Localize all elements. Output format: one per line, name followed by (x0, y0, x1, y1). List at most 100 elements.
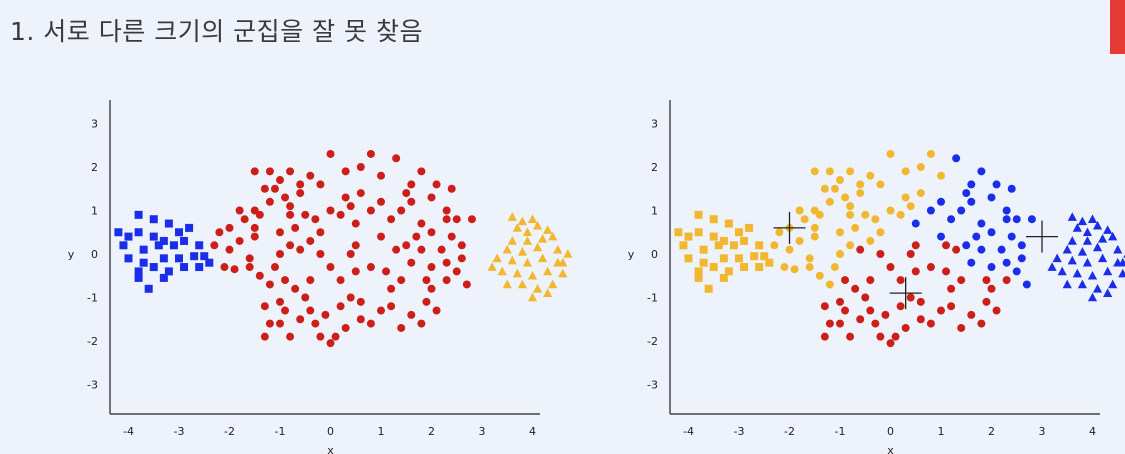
red-circle-point (296, 245, 305, 254)
yellow-triangle-point (497, 266, 507, 276)
red-circle-point (235, 206, 244, 215)
yellow-circle-point (937, 171, 945, 180)
x-tick-label: 4 (1089, 425, 1096, 438)
red-circle-point (947, 302, 956, 311)
y-tick-label: -1 (87, 292, 98, 305)
y-tick-label: -1 (647, 292, 658, 305)
x-tick-label: 0 (887, 425, 894, 438)
red-circle-point (407, 258, 416, 267)
yellow-circle-point (810, 232, 819, 241)
red-circle-point (901, 323, 910, 332)
red-circle-point (820, 302, 829, 311)
yellow-circle-point (836, 176, 844, 185)
y-tick-label: -3 (647, 379, 658, 392)
red-circle-point (281, 306, 290, 315)
red-circle-point (457, 241, 466, 250)
yellow-triangle-point (487, 262, 497, 271)
red-circle-point (225, 245, 234, 254)
red-circle-point (341, 323, 350, 332)
yellow-square-point (735, 254, 743, 263)
blue-triangle-point (1092, 220, 1103, 230)
yellow-square-point (679, 241, 688, 250)
yellow-circle-point (856, 189, 865, 198)
blue-triangle-point (1098, 233, 1108, 243)
blue-square-point (134, 228, 143, 237)
blue-square-point (144, 284, 153, 293)
x-tick-label: 2 (428, 425, 435, 438)
red-circle-point (286, 202, 295, 211)
yellow-triangle-point (558, 257, 568, 267)
red-circle-point (260, 332, 269, 341)
red-circle-point (296, 315, 305, 324)
red-circle-point (281, 276, 290, 285)
yellow-square-point (709, 215, 718, 224)
blue-triangle-point (1072, 268, 1082, 278)
red-circle-point (382, 267, 391, 276)
blue-triangle-point (1077, 247, 1087, 256)
red-circle-point (452, 215, 461, 224)
yellow-circle-point (810, 223, 819, 232)
yellow-circle-point (795, 236, 804, 245)
blue-circle-point (1022, 280, 1031, 289)
yellow-square-point (694, 210, 703, 219)
x-tick-label: 3 (479, 425, 486, 438)
red-circle-point (265, 167, 274, 176)
red-circle-point (967, 310, 976, 319)
x-tick-label: 0 (327, 425, 334, 438)
blue-triangle-point (1062, 279, 1072, 289)
yellow-circle-point (836, 228, 844, 237)
blue-circle-point (1027, 215, 1036, 224)
red-circle-point (442, 258, 451, 267)
red-circle-point (432, 306, 441, 315)
red-circle-point (326, 149, 335, 158)
red-circle-point (871, 319, 880, 328)
blue-square-point (164, 219, 173, 228)
blue-circle-point (987, 193, 996, 202)
red-circle-point (836, 297, 844, 306)
yellow-triangle-point (507, 212, 517, 221)
yellow-square-point (735, 228, 743, 237)
yellow-circle-point (861, 210, 870, 219)
yellow-circle-point (901, 193, 910, 202)
red-circle-point (841, 276, 850, 285)
yellow-circle-point (856, 180, 865, 189)
red-circle-point (916, 315, 925, 324)
yellow-circle-point (876, 228, 885, 237)
x-tick-label: 1 (938, 425, 945, 438)
yellow-circle-point (780, 263, 789, 272)
yellow-triangle-point (538, 253, 548, 263)
red-circle-point (351, 267, 360, 276)
yellow-triangle-point (527, 270, 538, 280)
blue-circle-point (997, 245, 1006, 254)
x-tick-label: -3 (174, 425, 185, 438)
red-circle-point (462, 280, 471, 289)
blue-circle-point (962, 189, 971, 198)
yellow-triangle-point (548, 279, 558, 289)
red-circle-point (250, 223, 259, 232)
red-circle-point (417, 245, 426, 254)
red-circle-point (402, 241, 411, 250)
yellow-square-point (750, 252, 759, 261)
red-circle-point (937, 306, 945, 315)
blue-triangle-point (1067, 255, 1077, 265)
yellow-circle-point (866, 171, 875, 180)
red-circle-point (422, 297, 431, 306)
centroid-marker (773, 211, 806, 244)
centroid-marker (1026, 220, 1058, 253)
blue-circle-point (977, 167, 986, 176)
red-circle-point (301, 210, 310, 219)
yellow-circle-point (795, 206, 804, 215)
red-circle-point (230, 265, 239, 274)
red-circle-point (326, 339, 335, 348)
yellow-triangle-point (548, 231, 558, 241)
red-circle-point (447, 232, 456, 241)
red-circle-point (427, 284, 436, 293)
yellow-circle-point (876, 180, 885, 189)
blue-triangle-point (1103, 266, 1113, 276)
yellow-circle-point (886, 206, 895, 215)
red-circle-point (387, 302, 396, 311)
red-circle-point (306, 171, 315, 180)
yellow-circle-point (846, 202, 855, 211)
yellow-circle-point (846, 210, 855, 219)
x-tick-label: -1 (835, 425, 846, 438)
